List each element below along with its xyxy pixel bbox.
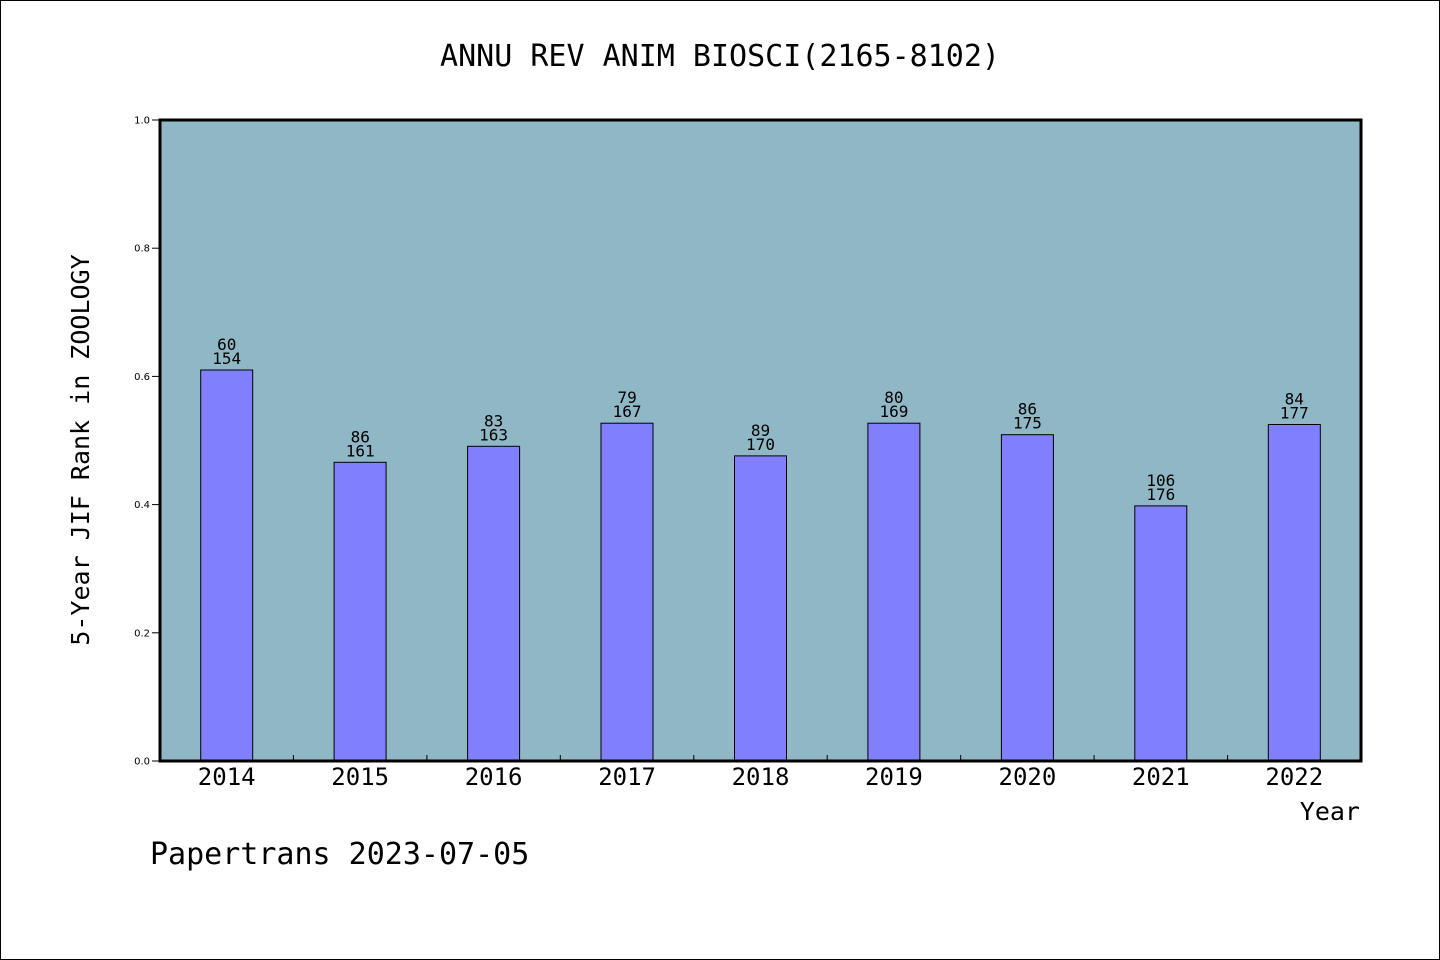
bar-2014: [200, 369, 254, 762]
x-tick-label-2014: 2014: [198, 763, 256, 791]
bar-2020: [1000, 434, 1054, 762]
y-axis: 0.0 0.2 0.4 0.6 0.8 1.0: [134, 116, 160, 768]
total-label-2020: 175: [1013, 414, 1042, 433]
total-label-2014: 154: [212, 349, 241, 368]
total-label-2018: 170: [746, 435, 775, 454]
y-tick-label-0.0: 0.0: [134, 757, 150, 768]
rank-label-2019: 80: [884, 388, 903, 407]
x-tick-label-2021: 2021: [1132, 763, 1190, 791]
rank-label-2020: 86: [1018, 400, 1037, 419]
rank-label-2017: 79: [617, 388, 636, 407]
footer-credit: Papertrans 2023-07-05: [150, 837, 529, 872]
y-tick-label-1.0: 1.0: [134, 116, 150, 127]
y-tick-label-0.8: 0.8: [134, 244, 150, 255]
bar-2016: [467, 445, 521, 762]
rank-label-2018: 89: [751, 421, 770, 440]
rank-label-2016: 83: [484, 411, 503, 430]
x-axis: 2014 2015 2016 2017 2018 2019 2020 2021 2022: [198, 755, 1323, 791]
total-label-2022: 177: [1280, 404, 1309, 423]
plot-border: [158, 118, 1363, 763]
x-tick-label-2017: 2017: [598, 763, 656, 791]
x-tick-label-2015: 2015: [331, 763, 389, 791]
total-label-2016: 163: [479, 425, 508, 444]
chart-title: ANNU REV ANIM BIOSCI(2165-8102): [440, 39, 1000, 74]
total-label-2015: 161: [346, 441, 375, 460]
y-axis-label: 5-Year JIF Rank in ZOOLOGY: [66, 254, 95, 645]
bar-2021: [1134, 505, 1188, 762]
bar-2018: [734, 455, 787, 762]
total-label-2017: 167: [613, 402, 642, 421]
bar-2017: [600, 422, 654, 762]
rank-label-2022: 84: [1285, 390, 1304, 409]
y-tick-label-0.6: 0.6: [134, 372, 150, 383]
rank-label-2015: 86: [351, 427, 370, 446]
bar-2022: [1267, 424, 1321, 762]
x-tick-label-2018: 2018: [732, 763, 790, 791]
bar-2015: [333, 461, 387, 762]
total-label-2021: 176: [1146, 485, 1175, 504]
rank-label-2014: 60: [217, 335, 236, 354]
x-tick-label-2022: 2022: [1265, 763, 1323, 791]
y-tick-label-0.4: 0.4: [134, 500, 150, 511]
x-tick-label-2016: 2016: [465, 763, 523, 791]
y-tick-label-0.2: 0.2: [134, 628, 150, 639]
x-tick-label-2020: 2020: [999, 763, 1057, 791]
bar-2019: [867, 422, 921, 762]
x-axis-label: Year: [1300, 797, 1360, 826]
total-label-2019: 169: [879, 402, 908, 421]
rank-label-2021: 106: [1146, 471, 1175, 490]
x-tick-label-2019: 2019: [865, 763, 923, 791]
